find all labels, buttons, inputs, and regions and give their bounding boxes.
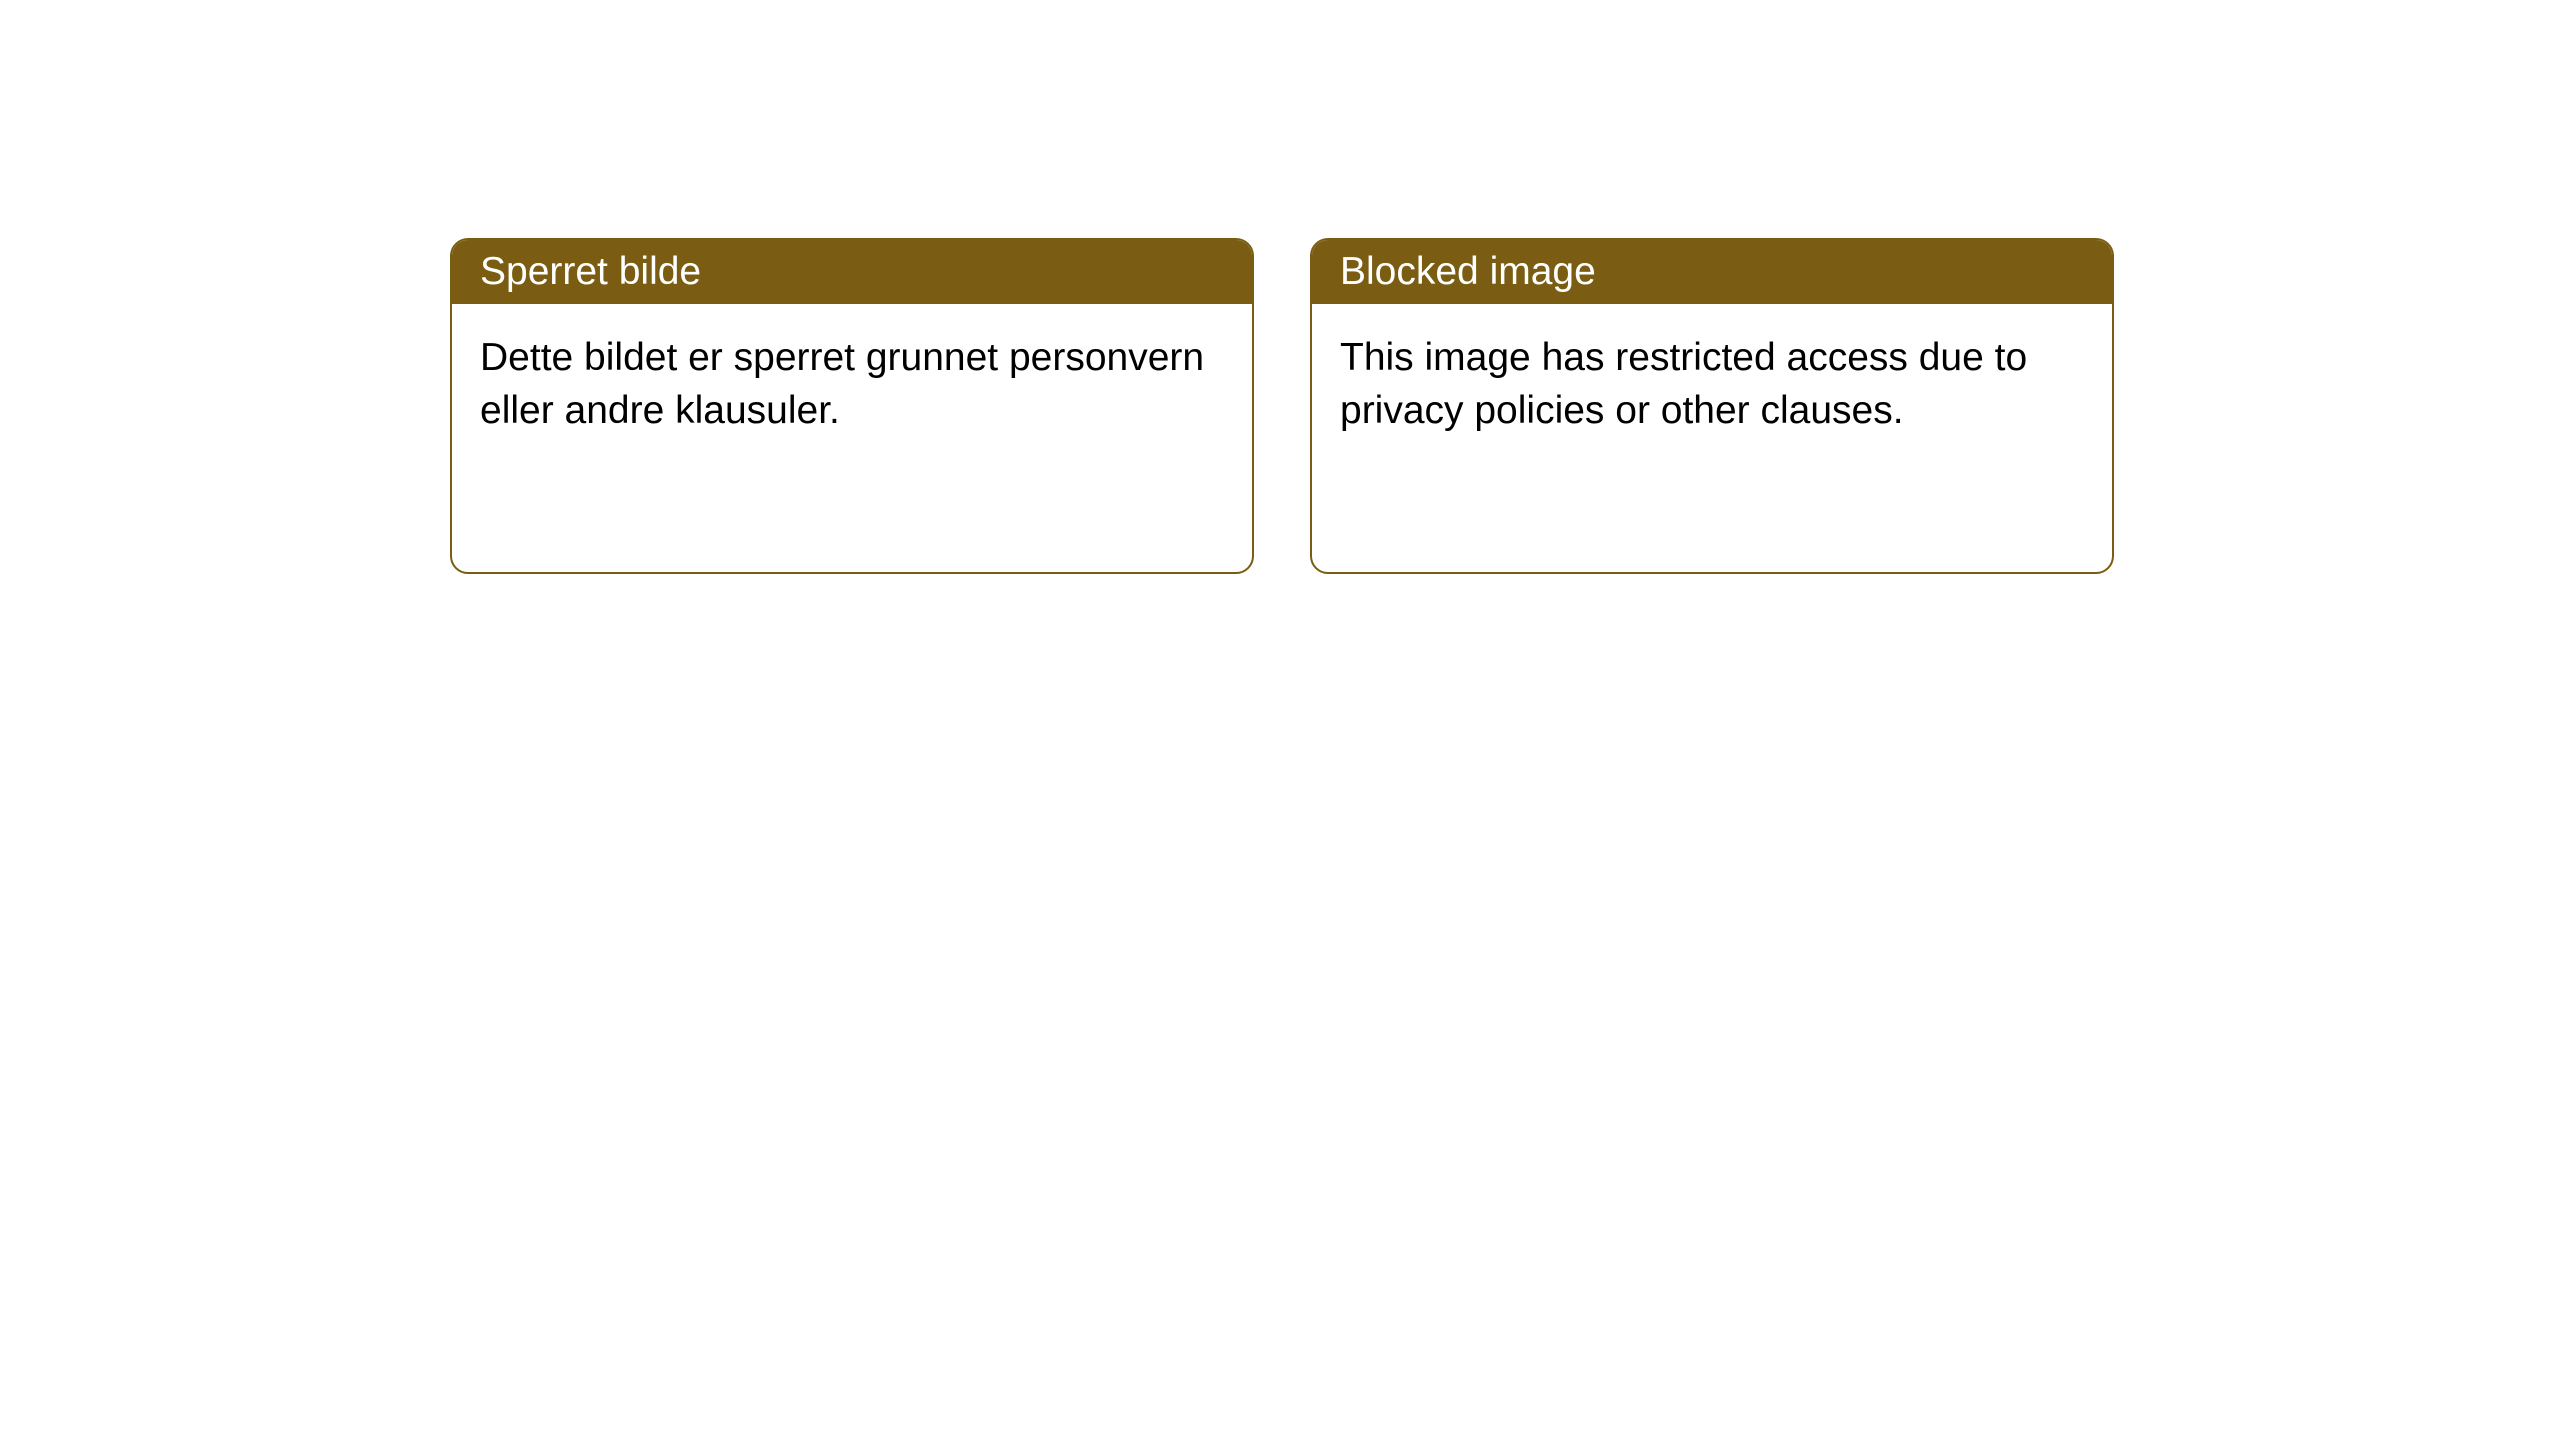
notice-card-header: Sperret bilde [452,240,1252,304]
notice-card-body: This image has restricted access due to … [1312,304,2112,465]
notice-container: Sperret bilde Dette bildet er sperret gr… [0,0,2560,574]
notice-card-header: Blocked image [1312,240,2112,304]
notice-body-text: Dette bildet er sperret grunnet personve… [480,336,1204,432]
notice-card-body: Dette bildet er sperret grunnet personve… [452,304,1252,465]
notice-card-norwegian: Sperret bilde Dette bildet er sperret gr… [450,238,1254,574]
notice-title: Blocked image [1340,250,1596,293]
notice-body-text: This image has restricted access due to … [1340,336,2027,432]
notice-title: Sperret bilde [480,250,701,293]
notice-card-english: Blocked image This image has restricted … [1310,238,2114,574]
